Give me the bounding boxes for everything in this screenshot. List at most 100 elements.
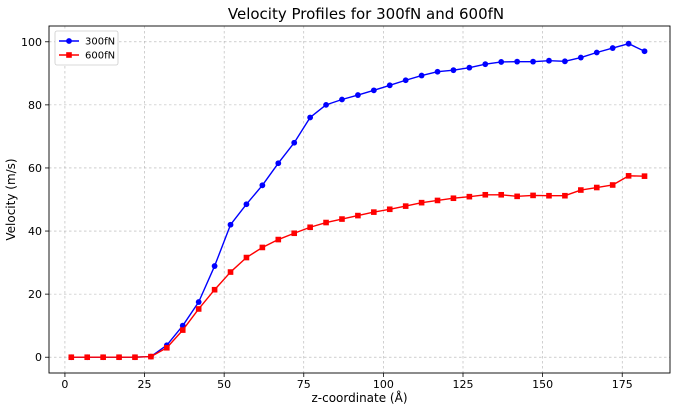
data-point-300fn: [482, 61, 489, 68]
data-point-300fn: [546, 57, 552, 64]
data-point-600fn: [227, 269, 234, 275]
legend-item-300fn: 300fN: [59, 37, 115, 48]
data-point-600fn: [386, 206, 393, 213]
data-point-300fn: [355, 92, 361, 98]
data-point-300fn: [593, 49, 600, 56]
legend-marker-300fn: [66, 38, 72, 44]
legend-label-300fn: 300fN: [85, 37, 115, 48]
y-tick-label: 0: [35, 351, 42, 364]
data-point-600fn: [434, 197, 441, 204]
y-tick-label: 60: [28, 162, 42, 175]
data-point-300fn: [195, 299, 202, 305]
data-point-600fn: [179, 327, 186, 333]
y-tick-label: 40: [28, 225, 42, 238]
data-point-300fn: [418, 72, 425, 79]
data-point-300fn: [562, 58, 568, 65]
data-point-600fn: [275, 236, 282, 243]
data-point-300fn: [434, 68, 441, 75]
data-point-600fn: [562, 192, 568, 199]
y-tick-label: 20: [28, 288, 42, 301]
data-point-600fn: [132, 354, 138, 361]
data-point-600fn: [530, 192, 536, 199]
data-point-300fn: [307, 114, 314, 121]
axis-ticks: 0 25 50 75 100 125 150 175 0 20 40 60 80 100: [21, 36, 633, 391]
data-point-600fn: [100, 354, 106, 361]
data-point-600fn: [514, 193, 520, 200]
data-point-300fn: [450, 67, 457, 74]
x-tick-label: 100: [373, 378, 394, 391]
x-tick-label: 175: [612, 378, 633, 391]
data-point-600fn: [641, 173, 648, 179]
series-line-300fn: [71, 42, 645, 358]
data-point-300fn: [275, 160, 282, 167]
x-tick-label: 125: [453, 378, 474, 391]
data-point-300fn: [530, 58, 536, 65]
data-point-300fn: [402, 77, 409, 84]
y-tick-label: 100: [21, 36, 42, 49]
grid-lines: [49, 26, 670, 373]
x-axis-label: z-coordinate (Å): [311, 390, 407, 405]
data-point-600fn: [291, 230, 298, 237]
data-point-300fn: [514, 58, 521, 65]
data-point-600fn: [307, 224, 313, 231]
data-point-600fn: [609, 182, 616, 188]
data-point-600fn: [546, 192, 552, 199]
series-300fn: [68, 40, 648, 361]
data-point-300fn: [625, 40, 632, 47]
data-point-600fn: [84, 354, 91, 361]
data-point-300fn: [291, 139, 298, 146]
data-point-600fn: [243, 254, 250, 261]
data-point-300fn: [577, 54, 584, 61]
data-point-600fn: [355, 212, 361, 219]
data-point-600fn: [466, 193, 473, 200]
data-point-300fn: [466, 64, 473, 71]
data-point-300fn: [609, 45, 616, 51]
data-point-600fn: [593, 184, 600, 191]
legend-label-600fn: 600fN: [85, 51, 115, 62]
data-point-300fn: [370, 87, 377, 94]
chart-title: Velocity Profiles for 300fN and 600fN: [228, 5, 504, 23]
legend-item-600fn: 600fN: [59, 51, 115, 62]
x-tick-label: 0: [61, 378, 68, 391]
data-point-600fn: [418, 199, 425, 206]
data-point-600fn: [211, 286, 218, 293]
data-point-600fn: [402, 203, 409, 209]
data-point-300fn: [227, 221, 234, 228]
data-point-300fn: [641, 48, 648, 55]
x-tick-label: 25: [138, 378, 152, 391]
series-600fn: [68, 173, 648, 361]
data-point-300fn: [339, 96, 345, 103]
data-point-600fn: [498, 191, 505, 198]
data-point-600fn: [578, 187, 584, 193]
data-point-300fn: [323, 101, 329, 108]
data-point-600fn: [259, 244, 266, 251]
data-point-600fn: [195, 306, 202, 312]
data-point-600fn: [625, 173, 632, 179]
data-point-600fn: [450, 195, 457, 202]
data-point-300fn: [243, 201, 250, 208]
data-point-600fn: [339, 216, 345, 222]
data-point-600fn: [371, 209, 377, 215]
legend-marker-600fn: [66, 52, 72, 58]
x-tick-label: 75: [297, 378, 311, 391]
data-point-600fn: [164, 344, 170, 351]
y-axis-label: Velocity (m/s): [4, 158, 18, 240]
y-tick-label: 80: [28, 99, 42, 112]
data-point-600fn: [148, 353, 154, 360]
data-point-300fn: [259, 182, 266, 189]
legend-items: 300fN 600fN: [59, 37, 115, 62]
data-point-300fn: [498, 59, 505, 65]
data-point-300fn: [386, 82, 393, 89]
x-tick-label: 50: [217, 378, 231, 391]
series-layer: [68, 40, 648, 361]
data-point-600fn: [323, 219, 329, 226]
plot-frame: [48, 25, 671, 374]
data-point-600fn: [116, 354, 122, 361]
series-line-600fn: [71, 175, 645, 358]
legend: 300fN 600fN: [54, 30, 119, 66]
x-tick-label: 150: [532, 378, 553, 391]
data-point-600fn: [482, 191, 489, 198]
data-point-300fn: [211, 263, 218, 269]
